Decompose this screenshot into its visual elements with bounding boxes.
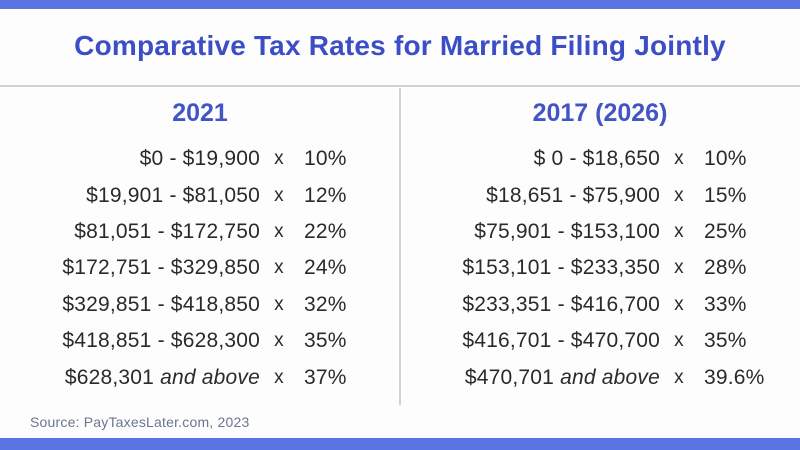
tax-bracket-row: $75,901 - $153,100 x 25%: [400, 214, 800, 250]
tax-bracket-row: $172,751 - $329,850 x 24%: [0, 250, 400, 286]
tax-bracket-row: $329,851 - $418,850 x 32%: [0, 287, 400, 323]
tax-bracket-row: $ 0 - $18,650 x 10%: [400, 141, 800, 177]
bracket-range: $329,851 - $418,850: [62, 292, 260, 316]
bracket-range: $ 0 - $18,650: [533, 147, 660, 171]
bracket-range: $470,701 and above: [464, 365, 660, 389]
bracket-range: $81,051 - $172,750: [74, 219, 260, 243]
page-title: Comparative Tax Rates for Married Filing…: [74, 30, 726, 61]
bracket-rate: 10%: [704, 147, 747, 171]
bottom-accent-bar: [0, 438, 800, 450]
bracket-rate: 12%: [304, 183, 347, 207]
bracket-rows-2017-2026: $ 0 - $18,650 x 10% $18,651 - $75,900 x …: [400, 141, 800, 396]
tax-bracket-row: $628,301 and above x 37%: [0, 359, 400, 395]
bracket-range: $172,751 - $329,850: [62, 256, 260, 280]
bracket-rows-2021: $0 - $19,900 x 10% $19,901 - $81,050 x 1…: [0, 141, 400, 396]
multiply-symbol: x: [674, 148, 684, 170]
top-accent-bar: [0, 0, 800, 9]
multiply-symbol: x: [674, 366, 684, 388]
bracket-rate: 33%: [704, 292, 747, 316]
bracket-range: $153,101 - $233,350: [462, 256, 660, 280]
multiply-symbol: x: [274, 366, 284, 388]
bracket-rate: 32%: [304, 292, 347, 316]
bracket-range: $416,701 - $470,700: [462, 329, 660, 353]
multiply-symbol: x: [274, 293, 284, 315]
column-2021: 2021 $0 - $19,900 x 10% $19,901 - $81,05…: [0, 87, 400, 396]
bracket-rate: 35%: [704, 329, 747, 353]
multiply-symbol: x: [274, 330, 284, 352]
bracket-rate: 24%: [304, 256, 347, 280]
column-divider: [399, 88, 401, 405]
bracket-range: $19,901 - $81,050: [86, 183, 260, 207]
bracket-range: $18,651 - $75,900: [486, 183, 660, 207]
tax-bracket-row: $0 - $19,900 x 10%: [0, 141, 400, 177]
multiply-symbol: x: [674, 330, 684, 352]
bracket-range: $75,901 - $153,100: [474, 219, 660, 243]
tax-bracket-row: $153,101 - $233,350 x 28%: [400, 250, 800, 286]
bracket-rate: 28%: [704, 256, 747, 280]
bracket-range: $418,851 - $628,300: [62, 329, 260, 353]
multiply-symbol: x: [674, 220, 684, 242]
header-divider: [0, 85, 800, 87]
column-2017-2026: 2017 (2026) $ 0 - $18,650 x 10% $18,651 …: [400, 87, 800, 396]
multiply-symbol: x: [274, 148, 284, 170]
multiply-symbol: x: [674, 293, 684, 315]
column-header-2017-2026: 2017 (2026): [532, 99, 668, 127]
tax-bracket-row: $18,651 - $75,900 x 15%: [400, 177, 800, 213]
bracket-rate: 15%: [704, 183, 747, 207]
bracket-rate: 39.6%: [704, 365, 765, 389]
bracket-rate: 10%: [304, 147, 347, 171]
tax-bracket-row: $19,901 - $81,050 x 12%: [0, 177, 400, 213]
bracket-rate: 37%: [304, 365, 347, 389]
multiply-symbol: x: [674, 257, 684, 279]
tax-bracket-row: $418,851 - $628,300 x 35%: [0, 323, 400, 359]
tax-bracket-row: $233,351 - $416,700 x 33%: [400, 287, 800, 323]
tax-bracket-row: $470,701 and above x 39.6%: [400, 359, 800, 395]
multiply-symbol: x: [674, 184, 684, 206]
bracket-range: $0 - $19,900: [139, 147, 260, 171]
bracket-rate: 22%: [304, 219, 347, 243]
tax-bracket-row: $416,701 - $470,700 x 35%: [400, 323, 800, 359]
column-header-2021: 2021: [172, 99, 228, 127]
tax-bracket-row: $81,051 - $172,750 x 22%: [0, 214, 400, 250]
comparison-columns: 2021 $0 - $19,900 x 10% $19,901 - $81,05…: [0, 87, 800, 396]
bracket-range: $628,301 and above: [64, 365, 260, 389]
bracket-range: $233,351 - $416,700: [462, 292, 660, 316]
bracket-rate: 35%: [304, 329, 347, 353]
multiply-symbol: x: [274, 184, 284, 206]
multiply-symbol: x: [274, 220, 284, 242]
bracket-rate: 25%: [704, 219, 747, 243]
multiply-symbol: x: [274, 257, 284, 279]
source-attribution: Source: PayTaxesLater.com, 2023: [30, 414, 250, 430]
